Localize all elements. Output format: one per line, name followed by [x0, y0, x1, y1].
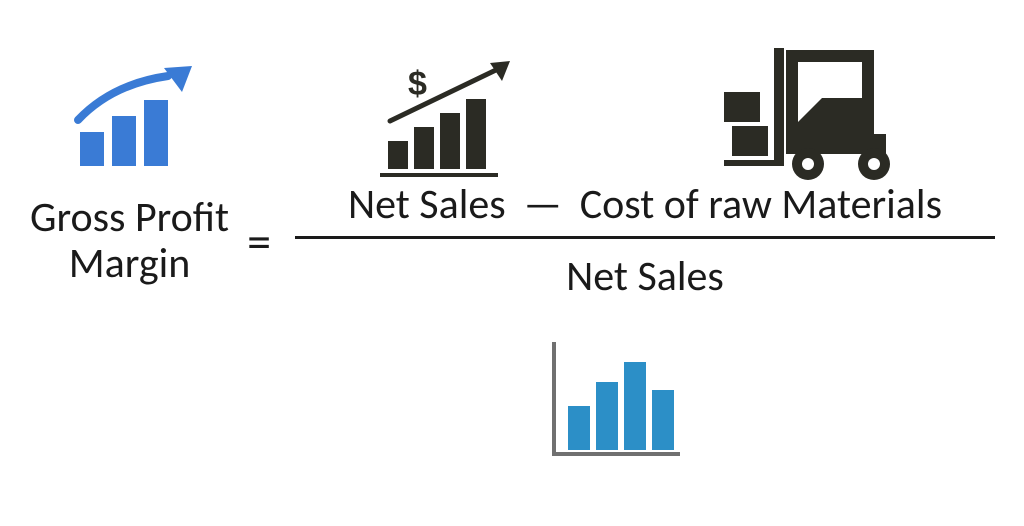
lhs-line1: Gross Profit	[30, 195, 229, 241]
bar-chart-icon	[540, 336, 690, 466]
formula-diagram: $	[0, 0, 1024, 526]
svg-text:$: $	[408, 65, 427, 103]
dollar-growth-icon: $	[370, 55, 520, 185]
growth-bars-icon	[72, 66, 202, 176]
numerator-left: Net Sales	[348, 180, 506, 230]
minus-sign: —	[524, 180, 562, 230]
lhs-line2: Margin	[30, 241, 229, 287]
fraction: Net Sales — Cost of raw Materials Net Sa…	[295, 180, 995, 302]
numerator-right: Cost of raw Materials	[580, 180, 942, 230]
numerator: Net Sales — Cost of raw Materials	[336, 180, 954, 236]
denominator: Net Sales	[566, 239, 724, 302]
equals-sign: =	[247, 212, 271, 271]
lhs-label: Gross Profit Margin	[30, 195, 229, 287]
forklift-icon	[724, 38, 914, 188]
